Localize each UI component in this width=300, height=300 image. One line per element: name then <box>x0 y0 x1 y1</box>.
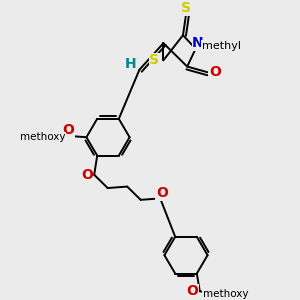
Text: methoxy: methoxy <box>20 132 66 142</box>
Text: H: H <box>124 57 136 71</box>
Text: N: N <box>192 36 204 50</box>
Text: S: S <box>149 53 159 67</box>
Text: O: O <box>156 186 168 200</box>
Text: O: O <box>62 124 74 137</box>
Text: S: S <box>181 1 191 15</box>
Text: O: O <box>186 284 198 298</box>
Text: methoxy: methoxy <box>202 289 248 299</box>
Text: methyl: methyl <box>202 41 241 51</box>
Text: O: O <box>81 168 93 182</box>
Text: O: O <box>209 65 221 80</box>
